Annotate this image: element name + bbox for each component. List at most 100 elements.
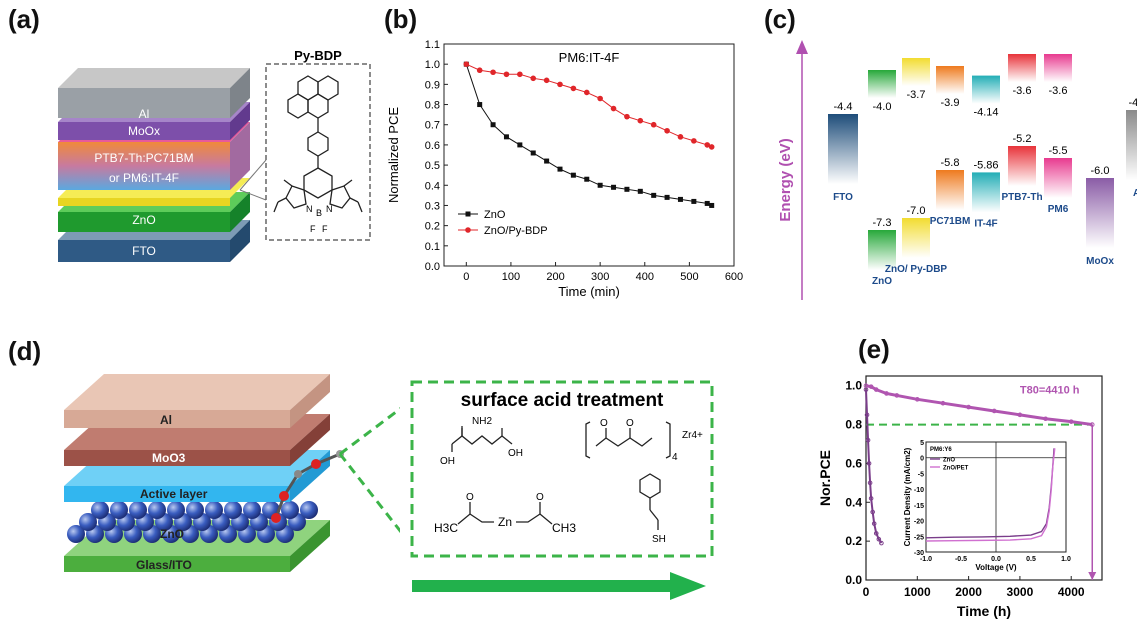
lumo-value: -4.14: [973, 107, 998, 119]
plot-frame: [443, 43, 735, 267]
material-label: Al: [1133, 188, 1137, 199]
y-tick-label: 0.6: [425, 140, 440, 152]
layer-label-active-alt-a: or PM6:IT-4F: [109, 171, 179, 185]
y-tick-label: 0.8: [845, 418, 862, 432]
lumo-block: [902, 58, 930, 86]
inset-y-tick-label: 5: [920, 440, 924, 447]
homo-block: [868, 230, 896, 270]
energy-axis-label: Energy (eV): [777, 138, 794, 221]
y-tick-label: 0.7: [425, 120, 440, 132]
y-tick-label: 1.1: [425, 39, 440, 51]
data-point: [868, 384, 874, 389]
lumo-block: [936, 66, 964, 94]
energy-axis-arrow: [796, 40, 808, 54]
data-point: [664, 194, 670, 200]
t80-arrow: [1088, 572, 1097, 580]
data-point: [490, 69, 496, 76]
material-label: FTO: [833, 192, 853, 203]
lumo-value: -4.0: [873, 101, 892, 113]
inset-y-label: Current Density (mA/cm2): [903, 447, 912, 546]
data-point: [503, 71, 510, 78]
data-point: [544, 158, 550, 164]
layer-label-active-d: Active layer: [140, 487, 208, 501]
zno-sphere: [243, 501, 261, 519]
inset-x-label: Voltage (V): [975, 563, 1017, 572]
x-tick-label: 300: [591, 271, 609, 283]
data-point: [664, 127, 670, 134]
data-point: [490, 122, 496, 128]
homo-value: -5.8: [941, 157, 960, 169]
x-tick-label: 500: [680, 271, 698, 283]
layer-label-moox-a: MoOx: [128, 124, 160, 138]
panel-label-b: (b): [384, 4, 418, 34]
y-tick-label: 0.6: [845, 456, 862, 470]
legend-label: ZnO/Py-BDP: [484, 225, 548, 237]
lumo-block: [868, 70, 896, 98]
direction-arrow: [412, 572, 706, 600]
zno-sphere: [300, 501, 318, 519]
inset-legend-label: ZnO: [943, 458, 955, 464]
material-label: IT-4F: [974, 218, 997, 229]
homo-value: -7.3: [873, 217, 892, 229]
treatment-title: surface acid treatment: [461, 390, 664, 411]
y-tick-label: 0.0: [425, 261, 440, 273]
layer-label-al-a: Al: [139, 107, 150, 121]
data-point: [530, 150, 536, 156]
chem-label: Zr4+: [682, 430, 703, 441]
data-point: [557, 81, 563, 88]
layer-label-al-d: Al: [160, 413, 172, 427]
data-point: [530, 75, 537, 82]
material-label: PC71BM: [930, 216, 971, 227]
data-point: [704, 142, 711, 148]
zno-sphere: [281, 501, 299, 519]
data-point: [873, 531, 879, 536]
inset-x-tick-label: 1.0: [1061, 556, 1071, 563]
data-point: [863, 383, 869, 389]
data-point: [477, 102, 483, 108]
inset-y-tick-label: 0: [920, 456, 924, 463]
data-point: [1089, 422, 1095, 427]
inset-title: PM6:Y6: [930, 447, 952, 453]
layer-label-zno-a: ZnO: [132, 213, 155, 227]
t80-annotation: T80=4410 h: [1020, 384, 1080, 396]
inset-series-1: [925, 448, 1056, 542]
data-point: [879, 540, 884, 546]
layer-label-active-a: PTB7-Th:PC71BM: [94, 151, 193, 165]
x-tick-label: 400: [636, 271, 654, 283]
data-point: [597, 182, 603, 188]
y-tick-label: 0.8: [425, 100, 440, 112]
x-tick-label: 4000: [1058, 585, 1085, 599]
x-tick-label: 200: [546, 271, 564, 283]
data-point: [1068, 419, 1074, 424]
molecule-title: Py-BDP: [294, 48, 342, 63]
data-point: [915, 397, 920, 402]
y-tick-label: 1.0: [425, 59, 440, 71]
zoom-line: [339, 407, 400, 456]
data-point: [503, 134, 509, 140]
chem-label: O: [536, 492, 544, 503]
data-point: [543, 77, 550, 84]
work-function-value: -6.0: [1091, 165, 1110, 177]
chem-label: NH2: [472, 416, 492, 427]
homo-value: -5.2: [1013, 133, 1032, 145]
lumo-block: [972, 75, 1000, 104]
series-line-1: [466, 63, 712, 148]
panel-label-d: (d): [8, 336, 42, 366]
chem-label: Zn: [498, 515, 512, 529]
data-point: [597, 95, 603, 102]
x-tick-label: 1000: [904, 585, 931, 599]
data-point: [876, 536, 882, 542]
x-tick-label: 0: [863, 585, 870, 599]
data-point: [677, 134, 684, 140]
homo-block: [972, 172, 1000, 213]
data-point: [940, 400, 946, 406]
data-point: [611, 184, 617, 190]
chem-label: O: [600, 418, 608, 429]
data-point: [871, 521, 877, 526]
x-tick-label: 2000: [955, 585, 982, 599]
thiol-structure: [639, 473, 661, 530]
inset-x-tick-label: 0.5: [1026, 556, 1036, 563]
surface-molecule: [271, 450, 344, 523]
glutamic-acid-structure: [451, 426, 513, 452]
atom-label: N: [326, 204, 333, 214]
